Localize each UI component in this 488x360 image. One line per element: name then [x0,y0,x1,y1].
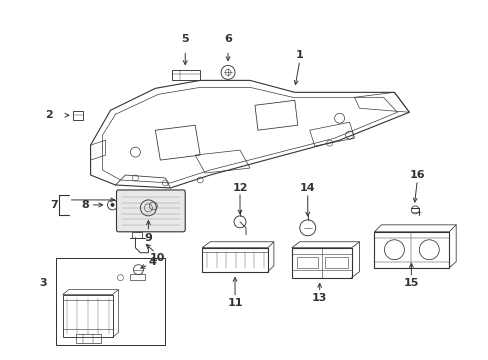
Text: 1: 1 [295,50,303,60]
Text: 15: 15 [403,278,418,288]
Text: 14: 14 [299,183,315,193]
Text: 10: 10 [149,253,164,263]
Circle shape [110,203,114,207]
Text: 12: 12 [232,183,247,193]
Text: 11: 11 [227,297,242,307]
Text: 7: 7 [50,200,58,210]
Text: 4: 4 [148,257,156,267]
Text: 9: 9 [144,233,152,243]
Text: 3: 3 [39,278,46,288]
Text: 13: 13 [311,293,327,302]
Text: 8: 8 [81,200,89,210]
FancyBboxPatch shape [116,190,185,232]
Bar [56,258,165,345]
Text: 16: 16 [408,170,424,180]
Text: 2: 2 [45,110,53,120]
Text: 5: 5 [181,33,189,44]
Text: 6: 6 [224,33,231,44]
